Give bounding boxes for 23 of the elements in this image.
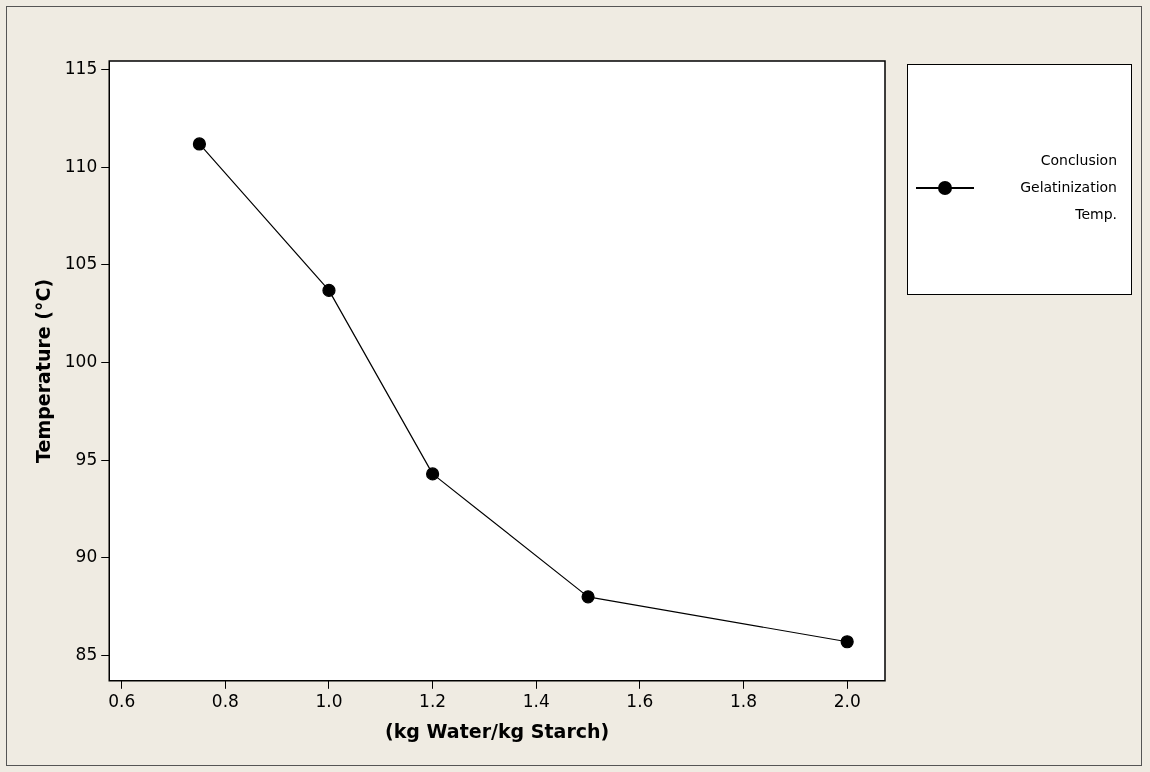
point xyxy=(840,635,854,649)
y-axis-title: Temperature (°C) xyxy=(32,278,55,463)
y-tick-label: 85 xyxy=(75,643,98,664)
x-tick-label: 1.4 xyxy=(522,691,550,712)
y-tick-label: 115 xyxy=(64,58,98,79)
point xyxy=(426,467,440,481)
y-tick-label: 105 xyxy=(64,253,98,274)
x-axis-title: (kg Water/kg Starch) xyxy=(385,719,610,742)
point xyxy=(192,137,207,151)
x-tick-label: 0.8 xyxy=(211,691,239,712)
y-tick-label: 90 xyxy=(75,546,98,567)
point xyxy=(581,590,595,604)
point xyxy=(322,283,336,297)
x-tick-label: 2.0 xyxy=(833,691,861,712)
x-tick-label: 1.6 xyxy=(626,691,654,712)
x-tick-label: 1.8 xyxy=(730,691,758,712)
y-tick-label: 95 xyxy=(75,448,98,469)
x-tick-label: 1.2 xyxy=(419,691,447,712)
x-tick-label: 1.0 xyxy=(315,691,343,712)
x-tick-label: 0.6 xyxy=(108,691,136,712)
y-tick-label: 110 xyxy=(64,155,98,176)
text: Conclusion Gelatinization Temp. xyxy=(1019,151,1117,224)
y-tick-label: 100 xyxy=(64,351,98,372)
